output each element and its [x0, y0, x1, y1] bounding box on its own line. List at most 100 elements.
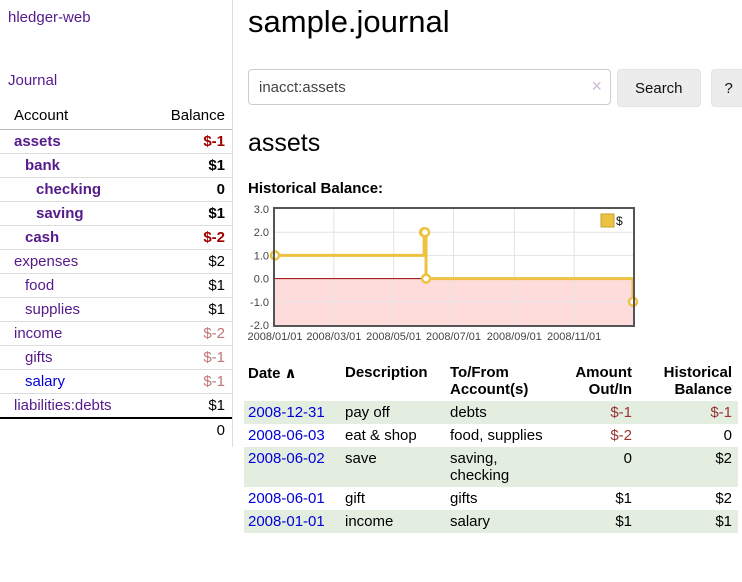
- register-table: Date ∧ Description To/From Account(s) Amo…: [244, 362, 738, 533]
- account-balance: $1: [141, 297, 232, 322]
- date-cell: 2008-01-01: [244, 510, 341, 533]
- accounts-cell: salary: [450, 513, 491, 530]
- account-row: supplies $1: [0, 297, 232, 322]
- sidebar: hledger-web Journal Account Balance asse…: [0, 0, 233, 447]
- search-input[interactable]: [248, 69, 611, 105]
- accounts-cell: food, supplies: [450, 427, 543, 444]
- amount-cell: 0: [623, 450, 632, 467]
- help-button[interactable]: ?: [710, 69, 742, 107]
- accounts-cell: debts: [450, 404, 487, 421]
- account-balance: $-2: [141, 225, 232, 250]
- column-header-date[interactable]: Date ∧: [244, 362, 341, 401]
- accounts-header-balance: Balance: [141, 102, 232, 130]
- date-link[interactable]: 2008-12-31: [248, 404, 325, 421]
- account-name-cell: saving: [0, 201, 142, 226]
- account-name-cell: liabilities:debts: [0, 393, 142, 419]
- x-axis-tick-label: 2008/09/01: [487, 331, 542, 343]
- account-link[interactable]: saving: [36, 205, 84, 222]
- account-name-cell: food: [0, 273, 142, 298]
- account-link[interactable]: gifts: [25, 349, 53, 366]
- account-row: gifts $-1: [0, 345, 232, 370]
- account-balance: $1: [141, 201, 232, 226]
- amount-cell: $-2: [610, 427, 632, 444]
- register-row[interactable]: 2008-06-01 gift gifts $1 $2: [244, 487, 738, 510]
- x-axis-tick-label: 2008/01/01: [247, 331, 302, 343]
- date-link[interactable]: 2008-06-02: [248, 450, 325, 467]
- account-row: expenses $2: [0, 249, 232, 274]
- date-cell: 2008-06-02: [244, 447, 341, 487]
- x-axis-tick-label: 2008/11/01: [547, 331, 601, 343]
- account-link[interactable]: checking: [36, 181, 102, 198]
- accounts-total-value: 0: [141, 417, 232, 442]
- account-row: saving $1: [0, 201, 232, 226]
- search-bar: × Search ?: [248, 69, 742, 107]
- account-link[interactable]: cash: [25, 229, 60, 246]
- account-row: food $1: [0, 273, 232, 298]
- account-link[interactable]: salary: [25, 373, 66, 390]
- account-balance: $1: [141, 273, 232, 298]
- y-axis-tick-label: 0.0: [254, 274, 269, 286]
- app-brand-link[interactable]: hledger-web: [8, 9, 91, 26]
- column-header-accounts: To/From Account(s): [450, 364, 529, 398]
- description-cell: eat & shop: [345, 427, 417, 444]
- account-balance: 0: [141, 177, 232, 202]
- account-balance: $1: [141, 393, 232, 419]
- register-row[interactable]: 2008-06-02 save saving, checking 0 $2: [244, 447, 738, 487]
- x-axis-tick-label: 2008/07/01: [426, 331, 481, 343]
- y-axis-tick-label: -1.0: [250, 297, 269, 309]
- account-balance: $1: [141, 153, 232, 178]
- y-axis-tick-label: 2.0: [254, 227, 269, 239]
- date-cell: 2008-06-01: [244, 487, 341, 510]
- account-link[interactable]: food: [25, 277, 55, 294]
- y-axis-tick-label: -2.0: [250, 320, 269, 332]
- description-cell: income: [345, 513, 394, 530]
- account-balance: $2: [141, 249, 232, 274]
- account-name-cell: checking: [0, 177, 142, 202]
- accounts-header-row: Account Balance: [0, 102, 232, 130]
- sidebar-item-journal[interactable]: Journal: [8, 72, 58, 89]
- register-row[interactable]: 2008-01-01 income salary $1 $1: [244, 510, 738, 533]
- account-link[interactable]: assets: [14, 133, 61, 150]
- account-row: liabilities:debts $1: [0, 393, 232, 419]
- register-row[interactable]: 2008-06-03 eat & shop food, supplies $-2 0: [244, 424, 738, 447]
- account-balance: $-2: [141, 321, 232, 346]
- y-axis-tick-label: 1.0: [254, 250, 269, 262]
- account-title: assets: [248, 129, 321, 157]
- register-row[interactable]: 2008-12-31 pay off debts $-1 $-1: [244, 401, 738, 424]
- account-link[interactable]: income: [14, 325, 63, 342]
- accounts-cell: saving, checking: [450, 450, 510, 484]
- legend-label: $: [616, 214, 623, 228]
- account-name-cell: cash: [0, 225, 142, 250]
- date-link[interactable]: 2008-06-01: [248, 490, 325, 507]
- account-link[interactable]: bank: [25, 157, 61, 174]
- x-axis-tick-label: 2008/03/01: [306, 331, 361, 343]
- page-title: sample.journal: [248, 4, 450, 39]
- amount-cell: $1: [615, 490, 632, 507]
- account-link[interactable]: expenses: [14, 253, 79, 270]
- column-header-balance: Historical Balance: [663, 364, 732, 398]
- account-balance: $-1: [141, 129, 232, 154]
- account-name-cell: supplies: [0, 297, 142, 322]
- accounts-header-account: Account: [0, 102, 142, 130]
- clear-search-icon[interactable]: ×: [591, 76, 602, 96]
- account-name-cell: gifts: [0, 345, 142, 370]
- search-button[interactable]: Search: [617, 69, 701, 107]
- balance-cell: $-1: [710, 404, 732, 421]
- date-link[interactable]: 2008-01-01: [248, 513, 325, 530]
- x-axis-tick-label: 2008/05/01: [366, 331, 421, 343]
- account-link[interactable]: supplies: [25, 301, 81, 318]
- balance-cell: 0: [723, 427, 732, 444]
- account-link[interactable]: liabilities:debts: [14, 397, 112, 414]
- balance-cell: $1: [715, 513, 732, 530]
- balance-cell: $2: [715, 450, 732, 467]
- account-row: salary $-1: [0, 369, 232, 394]
- amount-cell: $-1: [610, 404, 632, 421]
- date-cell: 2008-12-31: [244, 401, 341, 424]
- balance-cell: $2: [715, 490, 732, 507]
- y-axis-tick-label: 3.0: [254, 204, 269, 216]
- main-content: sample.journal × Search ? assets Histori…: [233, 0, 742, 533]
- account-name-cell: salary: [0, 369, 142, 394]
- date-link[interactable]: 2008-06-03: [248, 427, 325, 444]
- account-row: cash $-2: [0, 225, 232, 250]
- account-name-cell: income: [0, 321, 142, 346]
